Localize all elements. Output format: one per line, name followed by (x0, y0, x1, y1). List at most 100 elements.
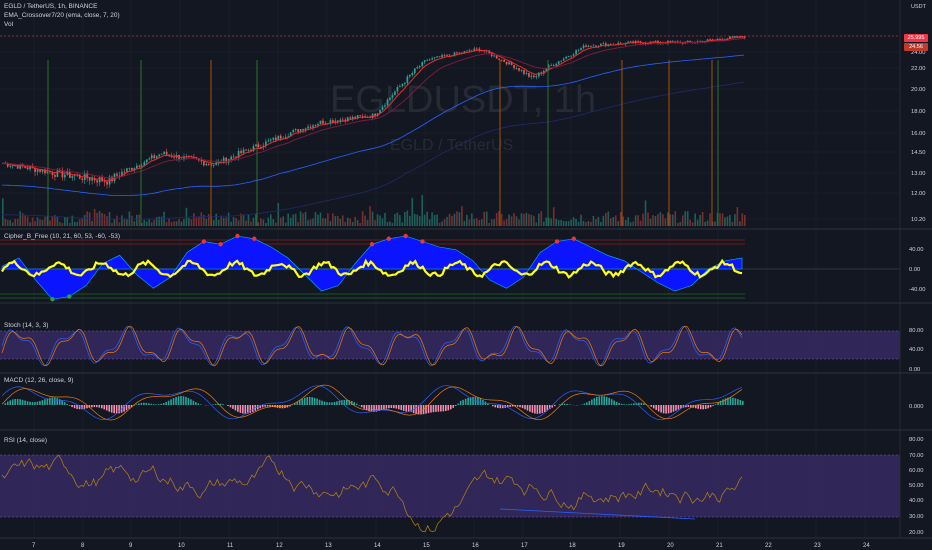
volume-bar (662, 214, 664, 226)
macd-label[interactable]: MACD (12, 26, close, 9) (4, 377, 74, 384)
macd-histogram-bar (29, 401, 31, 405)
volume-bar (386, 221, 389, 226)
macd-histogram-bar (378, 405, 380, 411)
candle-body (609, 44, 612, 45)
volume-bar (473, 218, 476, 226)
stoch-label[interactable]: Stoch (14, 3, 3) (4, 322, 49, 329)
candle-body (458, 52, 461, 54)
candle-body (423, 60, 426, 63)
macd-histogram-bar (467, 397, 469, 405)
candle-body (19, 164, 22, 169)
volume-bar (379, 215, 381, 226)
rsi-pane[interactable] (0, 454, 900, 532)
volume-bar (93, 208, 96, 226)
macd-histogram-bar (39, 401, 41, 405)
macd-pane[interactable] (1, 384, 744, 421)
candle-body (555, 63, 558, 66)
cipher-pane[interactable] (0, 233, 900, 302)
macd-histogram-bar (58, 399, 61, 405)
candle-body (689, 40, 692, 43)
ema-slow-line (2, 38, 745, 179)
macd-histogram-bar (289, 405, 291, 407)
volume-bar (466, 214, 468, 226)
indicator-ema-label[interactable]: EMA_Crossover7/20 (ema, close, 7, 20) (4, 12, 120, 19)
cipher-y-tick: 0.00 (909, 267, 920, 273)
x-tick-label: 8 (81, 543, 85, 549)
macd-histogram-bar (271, 405, 274, 407)
macd-histogram-bar (388, 405, 390, 409)
macd-histogram-bar (558, 404, 561, 405)
macd-histogram-bar (675, 405, 677, 411)
symbol-title: EGLD / TetherUS, 1h, BINANCE (4, 3, 98, 10)
candle-body (319, 120, 322, 125)
volume-bar (54, 215, 56, 226)
candle-body (232, 156, 235, 158)
macd-histogram-bar (511, 405, 514, 407)
macd-histogram-bar (31, 402, 34, 405)
volume-bar (597, 216, 600, 226)
volume-bar (24, 215, 26, 226)
volume-bar (61, 222, 64, 226)
rsi-divergence-line (499, 508, 696, 520)
candle-body (312, 125, 314, 128)
volume-bar (413, 213, 416, 226)
stoch-pane[interactable] (0, 325, 900, 367)
candle-body (644, 43, 647, 45)
price-pane[interactable] (0, 35, 900, 226)
volume-bar (225, 217, 227, 226)
macd-histogram-bar (432, 405, 435, 413)
candle-body (356, 115, 359, 119)
volume-bar (145, 221, 148, 226)
candle-body (552, 65, 555, 66)
candle-body (205, 163, 208, 166)
volume-bar (41, 220, 44, 226)
volume-bar (314, 212, 317, 226)
cipher-signal-dot (67, 294, 72, 299)
macd-histogram-bar (531, 405, 534, 413)
candle-body (332, 120, 334, 123)
volume-bar (183, 219, 185, 226)
volume-bar (9, 220, 12, 226)
macd-histogram-bar (333, 401, 336, 405)
volume-bar (113, 219, 116, 226)
volume-bar (699, 215, 701, 226)
macd-histogram-bar (734, 398, 737, 405)
macd-histogram-bar (494, 405, 497, 408)
candle-body (237, 150, 240, 158)
volume-bar (312, 218, 314, 226)
macd-histogram-bar (719, 400, 722, 405)
candle-body (391, 95, 394, 98)
rsi-label[interactable]: RSI (14, close) (4, 437, 47, 444)
macd-histogram-bar (638, 402, 640, 405)
candle-body (11, 165, 14, 167)
macd-histogram-bar (521, 405, 524, 409)
candle-body (299, 129, 302, 132)
volume-bar (36, 217, 39, 226)
candle-body (91, 178, 94, 181)
macd-histogram-bar (459, 400, 462, 405)
volume-bar (143, 220, 146, 226)
candle-body (478, 48, 481, 51)
cipher-label[interactable]: Cipher_B_Free (10, 21, 60, 53, -60, -53) (4, 233, 120, 240)
volume-bar (726, 216, 729, 226)
volume-bar (34, 221, 36, 226)
volume-bar (267, 217, 270, 226)
macd-histogram-bar (44, 399, 46, 405)
candle-body (245, 149, 247, 151)
macd-histogram-bar (588, 400, 591, 405)
macd-histogram-bar (724, 398, 727, 405)
indicator-vol-label[interactable]: Vol (4, 21, 14, 28)
candle-body (354, 116, 357, 119)
macd-histogram-bar (4, 403, 7, 405)
macd-histogram-bar (199, 404, 202, 405)
volume-bar (540, 211, 543, 226)
volume-bar (133, 221, 136, 226)
macd-histogram-bar (41, 400, 44, 405)
macd-histogram-bar (561, 403, 563, 405)
macd-histogram-bar (110, 405, 113, 413)
volume-bar (220, 215, 222, 226)
volume-bar (567, 220, 570, 226)
candle-body (61, 170, 64, 178)
volume-bar (659, 212, 662, 226)
